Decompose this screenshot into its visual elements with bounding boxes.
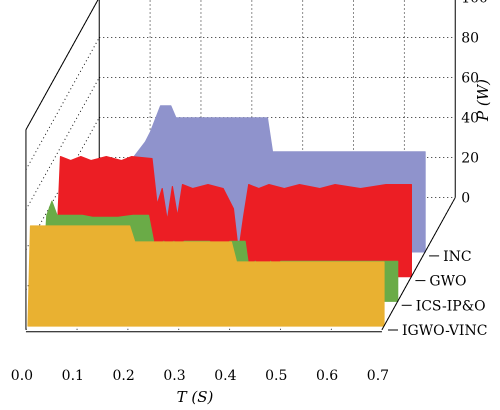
series-category-label: INC bbox=[443, 249, 472, 265]
series-category-label: ICS-IP&O bbox=[416, 298, 486, 314]
z-tick-label: 60 bbox=[461, 71, 479, 87]
series-area-igwo-vinc bbox=[27, 225, 385, 327]
x-tick-label: 0.1 bbox=[62, 368, 84, 384]
series-layer bbox=[27, 105, 426, 327]
x-axis-label: T (S) bbox=[177, 388, 214, 406]
tick-label-layer: 0.0 0.1 0.2 0.3 0.4 0.5 0.6 0.7 0 20 40 60 80 100 INC G… bbox=[11, 0, 488, 384]
top-left-edge bbox=[25, 0, 99, 130]
series-category-label: IGWO-VINC bbox=[402, 323, 487, 339]
x-tick-label: 0.0 bbox=[11, 368, 33, 384]
x-tick-label: 0.2 bbox=[113, 368, 135, 384]
front-frame-layer bbox=[25, 197, 456, 333]
z-tick-label: 40 bbox=[461, 111, 479, 127]
z-axis-label: P (W) bbox=[474, 79, 492, 122]
x-tick-label: 0.3 bbox=[163, 368, 185, 384]
x-tick-label: 0.5 bbox=[265, 368, 287, 384]
z-tick-label: 0 bbox=[461, 191, 470, 207]
z-tick-label: 100 bbox=[461, 0, 488, 7]
x-tick-label: 0.7 bbox=[367, 368, 389, 384]
left-wall-gridline-4 bbox=[25, 37, 100, 170]
z-tick-label: 20 bbox=[461, 151, 479, 167]
x-tick-label: 0.4 bbox=[214, 368, 236, 384]
series-category-label: GWO bbox=[429, 274, 466, 290]
x-tick-label: 0.6 bbox=[316, 368, 338, 384]
z-tick-label: 80 bbox=[461, 31, 479, 47]
right-floor-edge bbox=[381, 197, 456, 330]
